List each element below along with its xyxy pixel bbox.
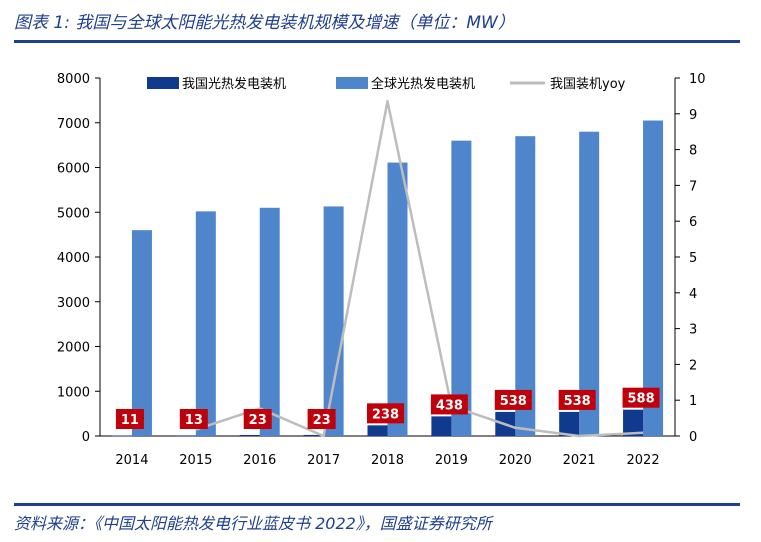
data-label: 538 (564, 394, 591, 409)
bar-global (451, 140, 472, 436)
legend-swatch-china (147, 77, 179, 89)
legend-label-global: 全球光热发电装机 (371, 76, 475, 92)
data-label-box (494, 389, 532, 410)
right-axis-tick-label: 3 (689, 323, 697, 338)
data-label-box (115, 409, 144, 429)
bar-china (367, 425, 388, 436)
bars-group (111, 120, 664, 437)
right-axis-tick-label: 2 (689, 358, 697, 373)
x-axis-tick-label: 2020 (499, 453, 532, 468)
data-label-box (179, 409, 208, 429)
legend-label-yoy: 我国装机yoy (550, 77, 626, 92)
bar-china (303, 434, 324, 436)
left-axis-tick-label: 0 (82, 430, 90, 445)
x-axis-tick-label: 2018 (371, 453, 404, 468)
bar-global (643, 120, 664, 436)
bar-global (515, 136, 536, 437)
legend-swatch-global (336, 77, 368, 89)
data-label-box (622, 387, 660, 408)
data-label: 438 (436, 398, 463, 413)
data-labels-group: 11 13 23 23 238 438 538 538 588 (115, 387, 660, 429)
right-axis-tick-label: 10 (689, 72, 706, 87)
right-axis-tick-label: 5 (689, 251, 697, 266)
bar-global (323, 206, 344, 436)
legend-label-china: 我国光热发电装机 (182, 76, 286, 92)
bar-global (579, 131, 600, 436)
right-axis-tick-label: 7 (689, 179, 697, 194)
data-label: 13 (185, 413, 203, 428)
x-axis-tick-label: 2016 (243, 453, 276, 468)
data-label: 23 (313, 413, 331, 428)
bar-global (195, 211, 216, 436)
bar-china (623, 409, 644, 436)
left-axis-tick-label: 6000 (57, 162, 90, 177)
left-axis-tick-label: 1000 (57, 385, 90, 400)
x-axis-tick-label: 2015 (179, 453, 212, 468)
data-label-box (243, 409, 272, 429)
bar-global (131, 230, 152, 436)
x-axis-tick-label: 2019 (435, 453, 468, 468)
axes-group: 0100020003000400050006000700080000123456… (57, 72, 706, 468)
data-label: 238 (372, 407, 399, 422)
left-axis-tick-label: 2000 (57, 341, 90, 356)
right-axis-tick-label: 6 (689, 215, 697, 230)
footer-rule (14, 503, 740, 506)
data-label-box (558, 389, 596, 410)
bar-global (259, 207, 280, 436)
chart-title: 图表 1: 我国与全球太阳能光热发电装机规模及增速（单位：MW） (14, 13, 515, 33)
legend: 我国光热发电装机 全球光热发电装机 我国装机yoy (147, 76, 626, 92)
data-label-box (367, 403, 404, 424)
title-rule (14, 40, 740, 43)
right-axis-tick-label: 0 (689, 430, 697, 445)
left-axis-tick-label: 7000 (57, 117, 90, 132)
x-axis-tick-label: 2022 (627, 453, 660, 468)
data-label-box (307, 409, 336, 429)
data-label: 588 (627, 392, 654, 407)
bar-china (431, 416, 452, 436)
data-label: 11 (121, 413, 139, 428)
x-axis-tick-label: 2014 (115, 453, 148, 468)
x-axis-tick-label: 2021 (563, 453, 596, 468)
left-axis-tick-label: 5000 (57, 206, 90, 221)
bar-global (387, 162, 408, 436)
bar-china (175, 435, 196, 437)
left-axis-tick-label: 8000 (57, 72, 90, 87)
source-note: 资料来源：《中国太阳能热发电行业蓝皮书 2022》，国盛证券研究所 (14, 514, 492, 533)
left-axis-tick-label: 4000 (57, 251, 90, 266)
data-label: 538 (500, 394, 527, 409)
data-label-box (430, 394, 468, 415)
bar-china (111, 435, 132, 437)
bar-china (559, 411, 580, 436)
right-axis-tick-label: 9 (689, 108, 697, 123)
left-axis-tick-label: 3000 (57, 296, 90, 311)
right-axis-tick-label: 4 (689, 287, 697, 302)
right-axis-tick-label: 1 (689, 394, 697, 409)
data-label: 23 (249, 413, 267, 428)
bar-china (239, 434, 260, 436)
x-axis-tick-label: 2017 (307, 453, 340, 468)
right-axis-tick-label: 8 (689, 144, 697, 159)
